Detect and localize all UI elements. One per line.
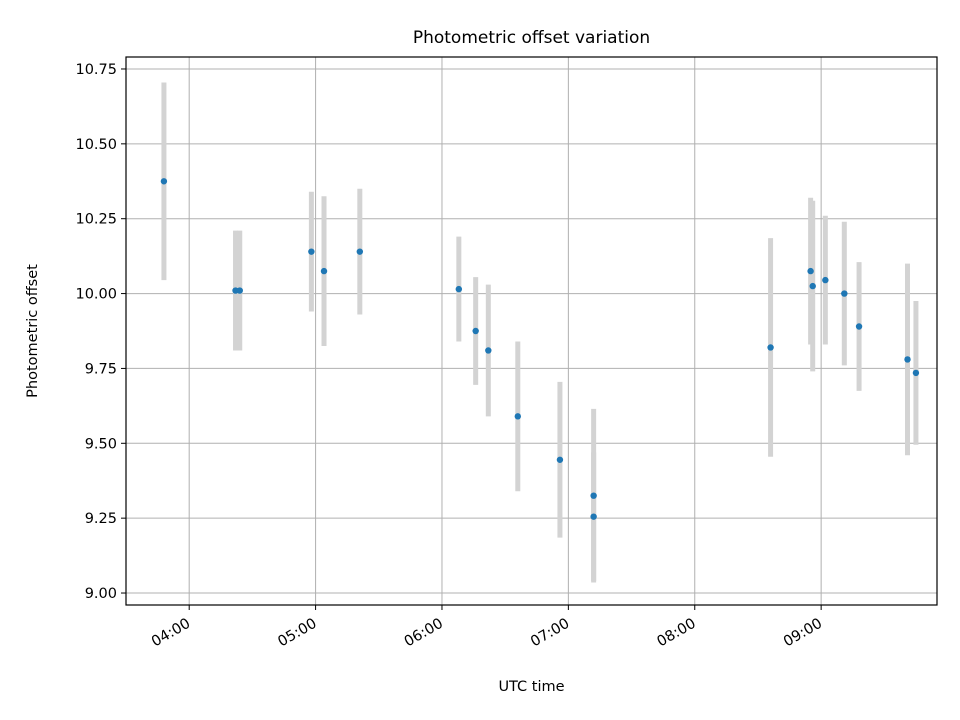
data-point <box>822 276 829 284</box>
x-axis-label: UTC time <box>498 679 564 695</box>
data-point <box>590 513 597 520</box>
data-point <box>855 323 863 330</box>
plot-frame <box>125 56 938 606</box>
y-tick-label: 10.75 <box>75 62 117 78</box>
data-point <box>807 267 814 275</box>
y-tick-label: 9.25 <box>85 511 117 527</box>
y-axis-label: Photometric offset <box>25 264 41 398</box>
grid-layer <box>126 57 937 605</box>
data-point <box>455 285 463 293</box>
data-point <box>904 356 911 363</box>
y-tick-label: 9.50 <box>85 436 117 452</box>
chart-title: Photometric offset variation <box>413 28 650 48</box>
data-point <box>556 456 564 463</box>
point-layer <box>160 178 920 520</box>
data-point <box>809 282 816 290</box>
y-tick-label: 9.00 <box>85 586 117 602</box>
y-tick-label: 10.25 <box>75 212 117 228</box>
data-point <box>767 344 774 351</box>
y-tick-label: 10.00 <box>75 287 117 303</box>
y-tick-label: 10.50 <box>75 137 117 153</box>
data-point <box>485 347 492 354</box>
data-point <box>160 178 168 185</box>
data-point <box>912 369 920 377</box>
data-point <box>514 413 522 420</box>
data-point <box>308 248 315 255</box>
data-point <box>590 492 597 499</box>
data-point <box>472 327 479 335</box>
data-point <box>236 287 243 294</box>
data-point <box>356 248 364 255</box>
plot-background <box>126 57 937 605</box>
data-point <box>841 290 848 297</box>
data-point <box>320 267 328 275</box>
y-tick-label: 9.75 <box>85 361 117 377</box>
